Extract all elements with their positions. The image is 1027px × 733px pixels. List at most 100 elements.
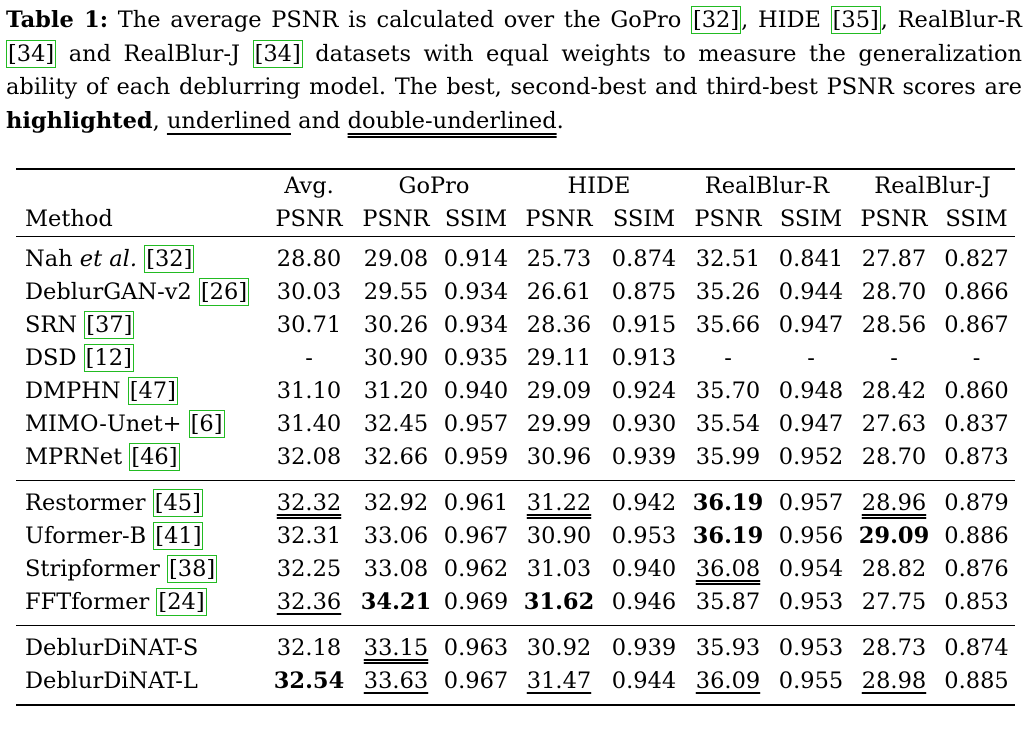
cell-value: 27.75 (861, 589, 927, 615)
cell-value: 0.969 (443, 589, 509, 615)
caption-text: , (152, 107, 167, 134)
cell-value: 36.19 (692, 490, 764, 516)
cell-value: 0.961 (443, 490, 509, 516)
cell-value: 0.956 (778, 523, 844, 549)
table-cell: 28.36 (514, 309, 604, 342)
cell-value: 32.18 (276, 635, 342, 661)
citation-link[interactable]: [41] (153, 522, 204, 550)
method-label: MPRNet (25, 444, 130, 470)
cell-value: 28.82 (861, 556, 927, 582)
method-name: MPRNet [46] (16, 441, 264, 481)
citation-link[interactable]: [34] (6, 39, 57, 68)
citation-link[interactable]: [32] (690, 6, 742, 34)
cell-value: 0.876 (944, 556, 1009, 582)
method-label: Uformer-B (25, 523, 154, 549)
table-cell: 32.25 (264, 553, 354, 586)
table-cell: 0.873 (938, 441, 1015, 481)
table-row: Uformer-B [41] 32.31 33.06 0.967 30.90 0.953 3… (16, 520, 1015, 553)
table-cell: 0.867 (938, 309, 1015, 342)
table-cell: 0.946 (604, 586, 684, 626)
citation-link[interactable]: [34] (252, 39, 303, 68)
citation-link[interactable]: [24] (156, 588, 207, 616)
table-cell: 0.948 (772, 375, 850, 408)
cell-value: 28.36 (526, 312, 592, 338)
table-cell: 0.947 (772, 309, 850, 342)
table-cell: 32.31 (264, 520, 354, 553)
cell-value: 0.875 (611, 279, 677, 305)
header-row-2: Method PSNR PSNR SSIM PSNR SSIM PSNR SSI… (16, 203, 1015, 237)
citation-link[interactable]: [12] (83, 344, 134, 372)
caption-second-label: underlined (166, 107, 291, 134)
caption-text: , HIDE (741, 7, 831, 33)
table-cell: 32.92 (354, 481, 438, 521)
table-cell: 0.837 (938, 408, 1015, 441)
method-label: DeblurDiNAT-L (25, 668, 198, 694)
cell-value: 29.09 (858, 523, 930, 549)
table-cell: 0.957 (438, 408, 514, 441)
table-cell: 27.87 (850, 237, 938, 277)
results-table: Avg. GoPro HIDE RealBlur-R RealBlur-J Me… (16, 168, 1015, 706)
table-cell: 28.96 (850, 481, 938, 521)
table-cell: 0.962 (438, 553, 514, 586)
cell-value: 32.25 (276, 556, 342, 582)
table-row: DeblurDiNAT-L 32.54 33.63 0.967 31.47 0.944 36… (16, 665, 1015, 705)
cell-value: 35.99 (695, 444, 761, 470)
cell-value: 0.879 (944, 490, 1009, 516)
citation-link[interactable]: [37] (84, 311, 135, 339)
table-row: MIMO-Unet+ [6] 31.40 32.45 0.957 29.99 0.930 3… (16, 408, 1015, 441)
citation-link[interactable]: [35] (830, 6, 881, 34)
table-cell: 0.913 (604, 342, 684, 375)
cell-value: 32.08 (276, 444, 342, 470)
method-label: SRN (25, 312, 85, 338)
method-name: DeblurDiNAT-L (16, 665, 264, 705)
cell-value: 0.944 (778, 279, 844, 305)
cell-value: 33.63 (363, 668, 429, 694)
cell-value: 33.08 (363, 556, 429, 582)
table-cell: 0.947 (772, 408, 850, 441)
table-cell: 33.06 (354, 520, 438, 553)
cell-value: 28.42 (861, 378, 927, 404)
citation-link[interactable]: [45] (152, 489, 203, 517)
table-cell: 0.953 (604, 520, 684, 553)
cell-value: 35.66 (695, 312, 761, 338)
citation-link[interactable]: [46] (129, 443, 180, 471)
cell-value: 30.92 (526, 635, 592, 661)
table-cell: 0.934 (438, 276, 514, 309)
cell-value: 0.874 (611, 246, 677, 272)
table-cell: 30.71 (264, 309, 354, 342)
table-cell: - (938, 342, 1015, 375)
header-psnr: PSNR (275, 206, 343, 232)
table-row: DMPHN [47] 31.10 31.20 0.940 29.09 0.924 35.70… (16, 375, 1015, 408)
cell-value: 32.54 (273, 668, 345, 694)
table-cell: 0.955 (772, 665, 850, 705)
citation-link[interactable]: [32] (144, 245, 195, 273)
cell-value: 36.19 (692, 523, 764, 549)
citation-link[interactable]: [26] (198, 278, 250, 306)
header-ssim: SSIM (612, 206, 676, 232)
table-row: FFTformer [24] 32.36 34.21 0.969 31.62 0.946 3… (16, 586, 1015, 626)
cell-value: 0.952 (778, 444, 844, 470)
cell-value: 28.56 (861, 312, 927, 338)
cell-value: 0.962 (443, 556, 509, 582)
cell-value: 0.963 (443, 635, 509, 661)
table-cell: 0.860 (938, 375, 1015, 408)
cell-value: 0.953 (611, 523, 677, 549)
cell-value: 26.61 (526, 279, 592, 305)
table-cell: 36.09 (684, 665, 772, 705)
table-cell: 0.886 (938, 520, 1015, 553)
citation-link[interactable]: [38] (167, 555, 218, 583)
table-cell: 0.853 (938, 586, 1015, 626)
citation-link[interactable]: [6] (188, 410, 225, 438)
header-realblur-r: RealBlur-R (704, 173, 830, 199)
table-cell: 31.62 (514, 586, 604, 626)
cell-value: 32.36 (276, 589, 342, 615)
cell-value: - (305, 345, 313, 371)
cell-value: 35.54 (695, 411, 761, 437)
table-caption: Table 1: The average PSNR is calculated … (6, 4, 1022, 138)
method-label: Nah (25, 246, 80, 272)
table-cell: 27.63 (850, 408, 938, 441)
table-cell: 0.885 (938, 665, 1015, 705)
citation-link[interactable]: [47] (127, 377, 178, 405)
table-row: SRN [37] 30.71 30.26 0.934 28.36 0.915 35.66 0.… (16, 309, 1015, 342)
cell-value: 28.80 (276, 246, 342, 272)
